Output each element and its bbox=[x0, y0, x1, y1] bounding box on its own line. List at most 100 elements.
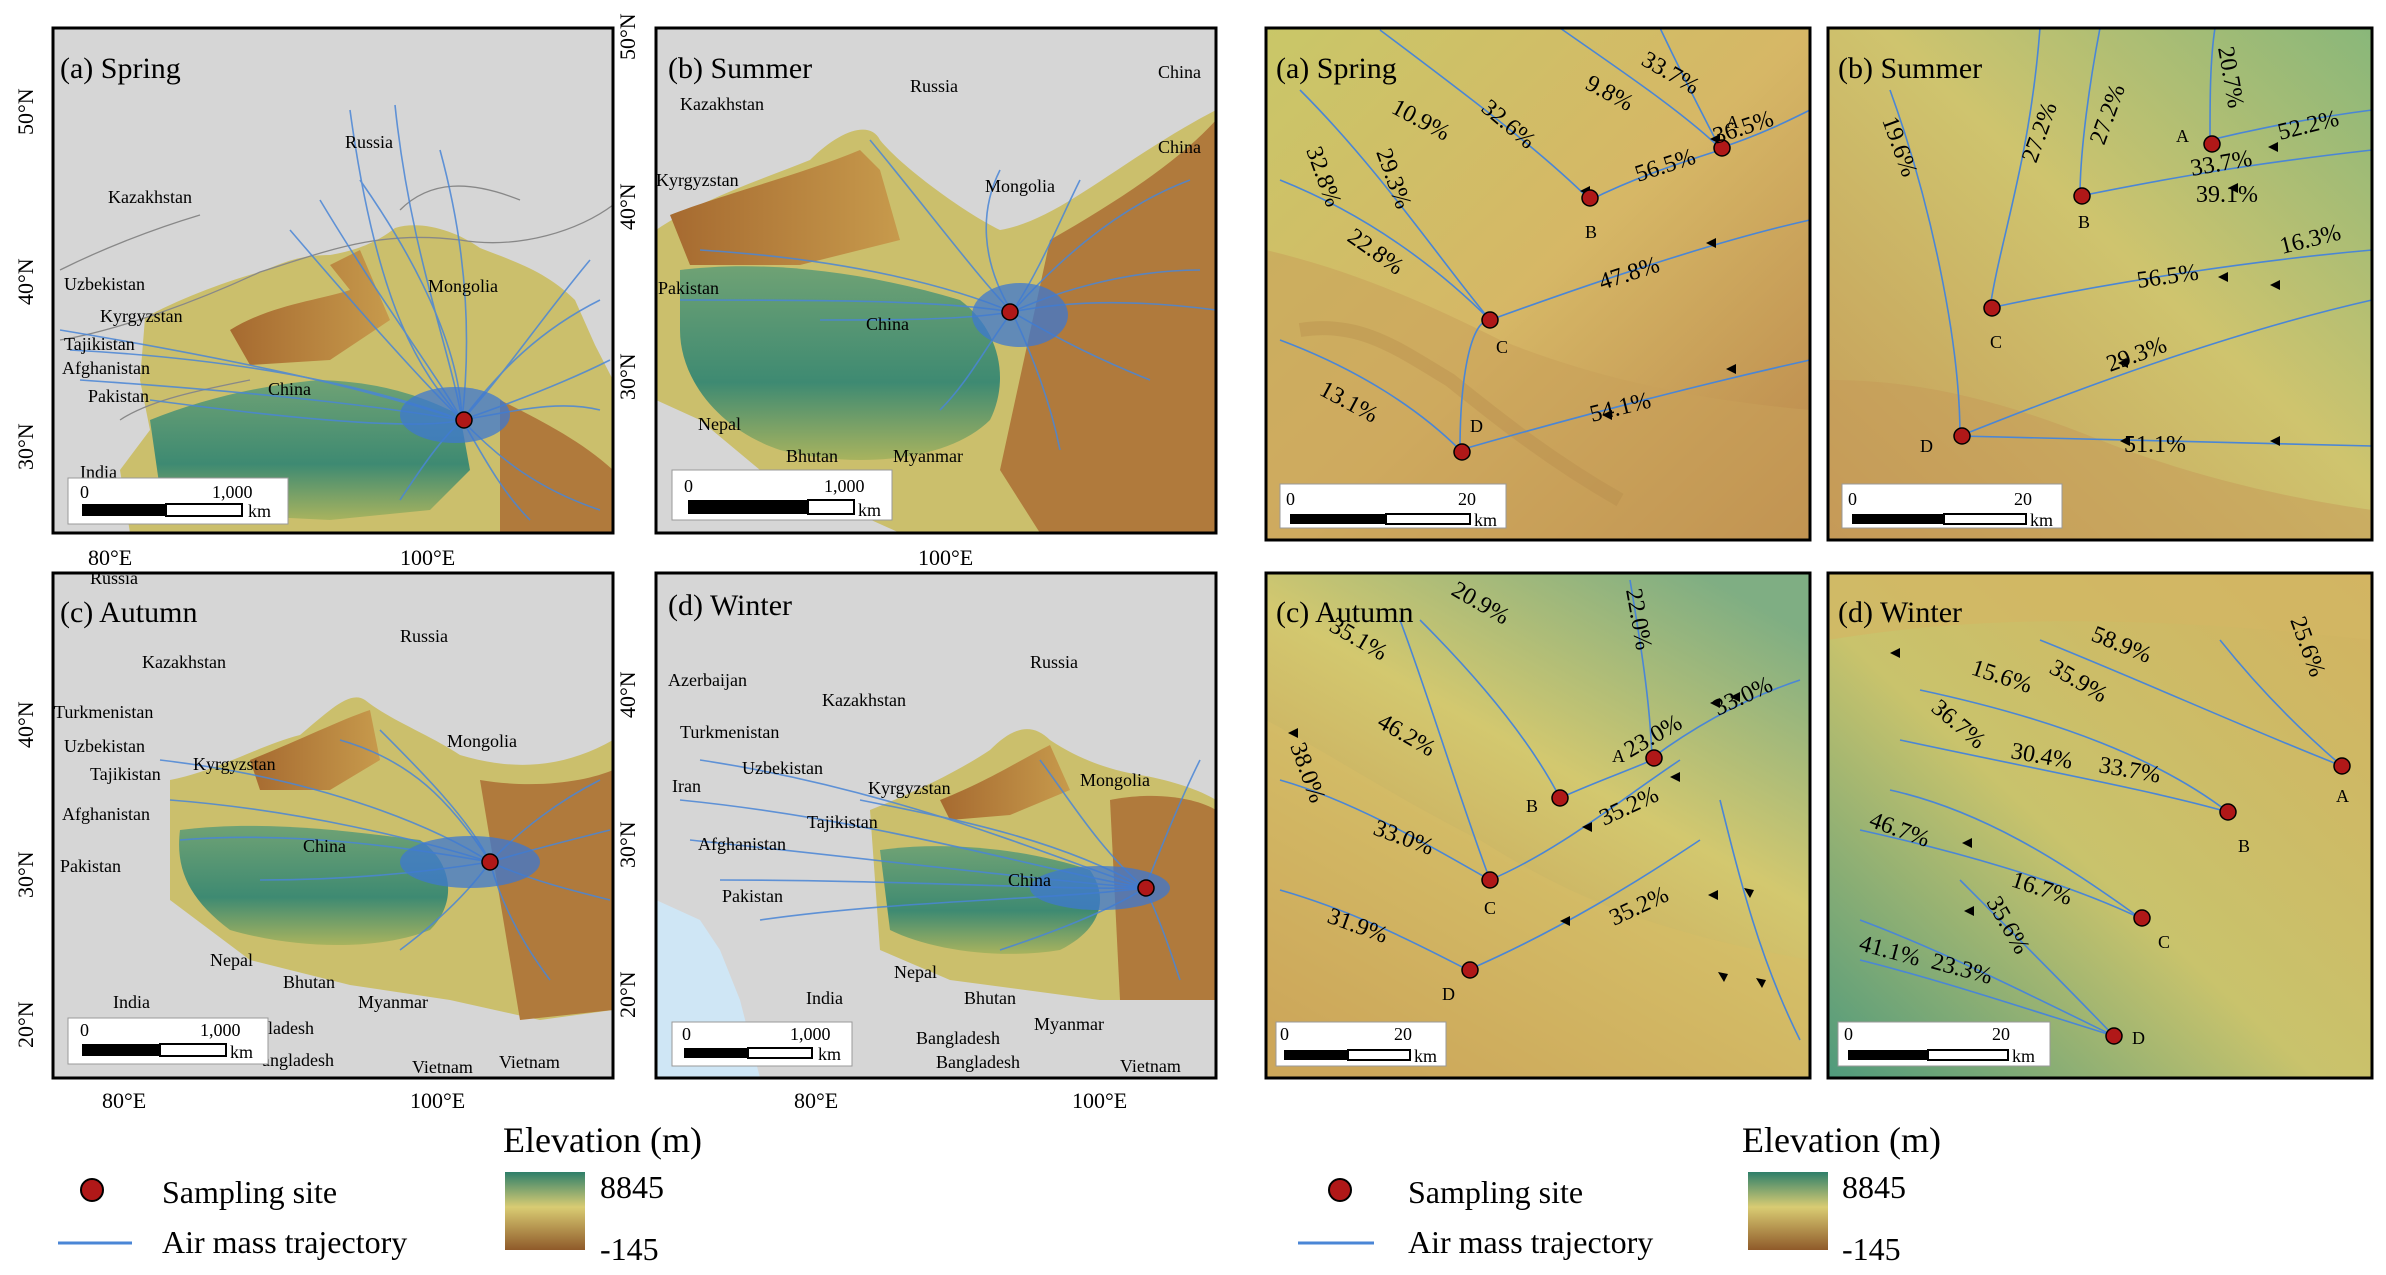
map-label: km bbox=[2012, 1046, 2035, 1066]
map-shape bbox=[1828, 573, 2372, 640]
map-label: 30°N bbox=[13, 851, 38, 898]
map-label: Afghanistan bbox=[62, 358, 150, 378]
map-label: Vietnam bbox=[1120, 1056, 1181, 1076]
map-shape bbox=[1279, 179, 1491, 321]
map-shape bbox=[1919, 689, 2229, 813]
elevation-colorbar bbox=[1748, 1172, 1828, 1250]
map-shape bbox=[2039, 639, 2343, 767]
map-label: Nepal bbox=[894, 962, 937, 982]
zoom-panel-titles: (a) Spring (b) Summer (c) Autumn (d) Win… bbox=[1276, 52, 1982, 629]
map-shape bbox=[1953, 427, 1971, 445]
map-shape bbox=[1826, 571, 2374, 1080]
map-label: 100°E bbox=[1072, 1088, 1127, 1113]
map-label: Russia bbox=[345, 132, 393, 152]
map-shape bbox=[1744, 888, 1754, 898]
scale-bar: 0 1,000 km bbox=[67, 477, 289, 525]
map-shape bbox=[1399, 619, 1491, 881]
map-label: Afghanistan bbox=[698, 834, 786, 854]
map-shape bbox=[2133, 909, 2151, 927]
map-shape bbox=[82, 504, 166, 516]
map-shape bbox=[1602, 410, 1612, 420]
map-label: 40°N bbox=[615, 183, 640, 230]
map-shape bbox=[654, 26, 1218, 535]
map-label: Mongolia bbox=[985, 176, 1055, 196]
map-shape bbox=[1589, 149, 1721, 201]
map-shape bbox=[1461, 961, 1479, 979]
map-label: Uzbekistan bbox=[64, 736, 145, 756]
map-label: Sampling site bbox=[162, 1174, 337, 1210]
map-label: China bbox=[1158, 62, 1201, 82]
tarim-basin bbox=[670, 150, 900, 265]
map-shape bbox=[1756, 978, 1766, 988]
map-label: Bhutan bbox=[786, 446, 838, 466]
map-label: Russia bbox=[910, 76, 958, 96]
map-label: Vietnam bbox=[412, 1057, 473, 1077]
trajectory-core bbox=[400, 836, 540, 888]
sampling-site-marker bbox=[1001, 303, 1019, 321]
map-label: 80°E bbox=[102, 1088, 146, 1113]
map-shape bbox=[1889, 789, 2141, 919]
map-label: China bbox=[303, 836, 346, 856]
map-shape bbox=[82, 1044, 160, 1056]
map-shape bbox=[1730, 692, 1740, 702]
map-shape bbox=[747, 1047, 813, 1059]
map-label: 80°E bbox=[794, 1088, 838, 1113]
map-label: 0 bbox=[1844, 1024, 1853, 1044]
plateau bbox=[179, 825, 449, 945]
map-label: 20 bbox=[1992, 1024, 2010, 1044]
map-label: Azerbaijan bbox=[668, 670, 747, 690]
latitude-labels: 40°N 30°N 20°N bbox=[13, 701, 38, 1048]
map-label: Afghanistan bbox=[62, 804, 150, 824]
map-shape bbox=[1890, 648, 1900, 658]
map-shape bbox=[1582, 822, 1592, 832]
map-shape bbox=[1560, 916, 1570, 926]
map-label: D bbox=[2132, 1028, 2145, 1048]
map-label: C bbox=[1496, 337, 1508, 357]
zoom-sampling-sites bbox=[1453, 135, 2351, 1045]
map-label: Myanmar bbox=[893, 446, 963, 466]
map-label: A bbox=[1726, 112, 1739, 132]
map-shape bbox=[51, 26, 615, 535]
map-shape bbox=[688, 500, 808, 514]
map-label: India bbox=[113, 992, 150, 1012]
map-label: 0 bbox=[1286, 489, 1295, 509]
map-shape bbox=[2219, 639, 2343, 767]
map-label: A bbox=[2176, 126, 2189, 146]
map-label: 80°E bbox=[88, 545, 132, 570]
map-shape bbox=[159, 1043, 227, 1057]
map-label: -145 bbox=[600, 1231, 659, 1267]
map-label: 50°N bbox=[615, 13, 640, 60]
map-label: Kazakhstan bbox=[822, 690, 906, 710]
map-label: Air mass trajectory bbox=[1408, 1224, 1653, 1260]
map-label: Bhutan bbox=[964, 988, 1016, 1008]
elevation-title: Elevation (m) bbox=[503, 1120, 702, 1160]
longitude-labels: 80°E 100°E bbox=[88, 545, 455, 570]
zoom-trajectories bbox=[1279, 27, 2373, 1041]
map-label: 8845 bbox=[1842, 1169, 1906, 1205]
map-label: A bbox=[2336, 786, 2349, 806]
map-shape bbox=[1718, 972, 1728, 982]
map-shape bbox=[2218, 272, 2228, 282]
zoom-scale-bars: 0 20 km 0 20 km 0 20 km 0 20 km bbox=[1275, 483, 2063, 1067]
map-shape bbox=[1481, 311, 1499, 329]
elevation-title: Elevation (m) bbox=[1742, 1120, 1941, 1160]
map-shape bbox=[1290, 514, 1386, 524]
map-shape bbox=[1298, 321, 1624, 507]
map-label: B bbox=[1585, 222, 1597, 242]
map-shape bbox=[1379, 29, 1591, 201]
map-shape bbox=[2203, 135, 2221, 153]
map-shape bbox=[1713, 139, 1731, 157]
map-panel-spring: (a) Spring Russia Kazakhstan Mongolia Uz… bbox=[13, 26, 615, 570]
sampling-site-symbol bbox=[1328, 1178, 1352, 1202]
map-label: Turkmenistan bbox=[54, 702, 153, 722]
map-label: Tajikistan bbox=[90, 764, 161, 784]
map-label: 40°N bbox=[13, 701, 38, 748]
map-label: China bbox=[866, 314, 909, 334]
map-shape bbox=[1708, 890, 1718, 900]
map-label: Pakistan bbox=[60, 856, 121, 876]
map-shape bbox=[165, 503, 243, 517]
map-shape bbox=[2270, 280, 2280, 290]
zoom-panel-summer bbox=[1828, 28, 2372, 540]
map-label: Bangladesh bbox=[916, 1028, 1000, 1048]
map-label: 51.1% bbox=[2124, 432, 2186, 458]
